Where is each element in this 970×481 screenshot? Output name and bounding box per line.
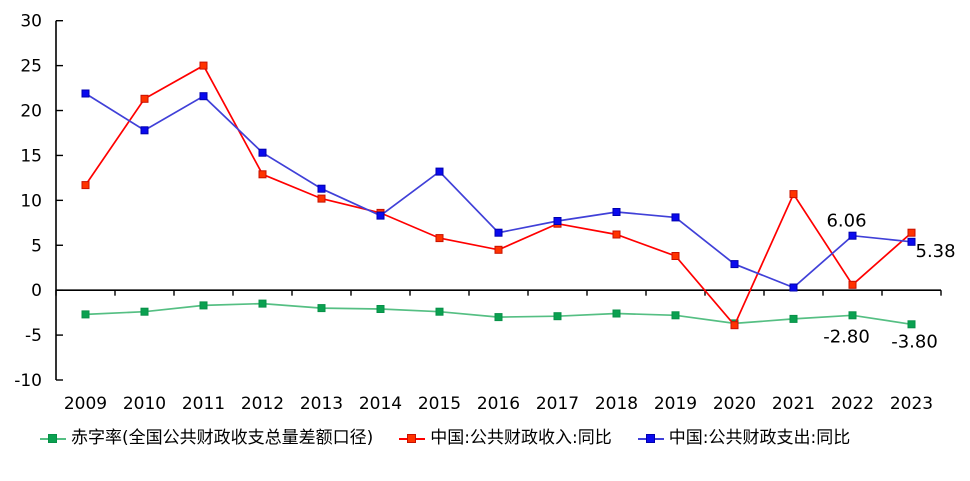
y-axis-tick-label: 25 xyxy=(20,57,42,77)
x-axis-tick-label: 2013 xyxy=(300,394,343,414)
data-point-expenditure-2021 xyxy=(789,283,798,292)
data-point-deficit-2022 xyxy=(848,311,857,320)
y-axis-tick-label: 5 xyxy=(31,236,42,256)
x-axis-tick-label: 2010 xyxy=(123,394,166,414)
data-point-deficit-2017 xyxy=(553,312,562,321)
series-line-revenue xyxy=(84,64,913,327)
data-point-revenue-2019 xyxy=(671,252,680,260)
legend-label-deficit: 赤字率(全国公共财政收支总量差额口径) xyxy=(71,428,374,448)
data-point-expenditure-2016 xyxy=(494,228,503,237)
legend-marker-icon-deficit xyxy=(40,433,66,443)
data-point-expenditure-2015 xyxy=(435,167,444,176)
legend-item-expenditure: 中国:公共财政支出:同比 xyxy=(637,428,851,448)
data-point-deficit-2012 xyxy=(258,299,267,308)
x-axis-tick-label: 2022 xyxy=(831,394,874,414)
data-point-expenditure-2010 xyxy=(140,126,149,135)
data-point-revenue-2018 xyxy=(612,230,621,239)
legend-item-revenue: 中国:公共财政收入:同比 xyxy=(399,428,612,448)
data-point-revenue-2013 xyxy=(317,194,326,203)
legend-label-revenue: 中国:公共财政收入:同比 xyxy=(430,428,612,448)
data-point-expenditure-2020 xyxy=(730,260,739,269)
data-point-revenue-2016 xyxy=(494,245,503,254)
x-axis-tick-label: 2011 xyxy=(182,394,225,414)
y-axis-tick-label: 10 xyxy=(20,191,42,211)
x-axis-tick-label: 2023 xyxy=(890,394,933,414)
data-point-revenue-2009 xyxy=(81,181,90,190)
data-label-expenditure-2022: 6.06 xyxy=(826,211,866,232)
x-axis-tick-label: 2016 xyxy=(477,394,520,414)
data-point-deficit-2011 xyxy=(199,301,208,310)
data-point-deficit-2018 xyxy=(612,309,621,318)
x-axis-tick-label: 2021 xyxy=(772,394,815,414)
data-point-expenditure-2022 xyxy=(848,231,857,240)
x-axis-tick-label: 2009 xyxy=(64,394,107,414)
data-point-revenue-2020 xyxy=(730,321,739,330)
legend-square-swatch xyxy=(645,433,655,443)
data-point-deficit-2019 xyxy=(671,311,680,320)
x-axis-tick-label: 2019 xyxy=(654,394,697,414)
y-axis-tick-label: -5 xyxy=(25,326,42,346)
x-axis-tick-label: 2014 xyxy=(359,394,402,414)
data-point-expenditure-2017 xyxy=(553,217,562,225)
legend-marker-icon-expenditure xyxy=(637,433,664,443)
data-label-expenditure-2023: 5.38 xyxy=(916,241,956,262)
data-point-deficit-2016 xyxy=(494,313,503,322)
chart-legend: 赤字率(全国公共财政收支总量差额口径) 中国:公共财政收入:同比 中国:公共财政支出… xyxy=(40,428,850,448)
data-point-revenue-2021 xyxy=(789,190,798,199)
data-point-deficit-2021 xyxy=(789,314,798,323)
data-point-expenditure-2023 xyxy=(907,237,916,246)
data-point-expenditure-2013 xyxy=(317,184,326,193)
data-point-deficit-2009 xyxy=(81,310,90,319)
data-point-expenditure-2009 xyxy=(81,89,90,98)
legend-item-deficit: 赤字率(全国公共财政收支总量差额口径) xyxy=(40,428,373,448)
y-axis-tick-label: 30 xyxy=(20,12,42,32)
data-point-revenue-2012 xyxy=(258,170,267,179)
data-point-revenue-2022 xyxy=(848,280,857,289)
data-point-revenue-2015 xyxy=(435,234,444,243)
x-axis-tick-label: 2012 xyxy=(241,394,284,414)
data-point-expenditure-2011 xyxy=(199,92,208,101)
data-point-expenditure-2019 xyxy=(671,213,680,222)
y-axis-tick-label: 20 xyxy=(20,102,42,122)
data-point-deficit-2015 xyxy=(435,307,444,316)
y-axis-tick-label: -10 xyxy=(14,371,42,391)
legend-square-swatch xyxy=(48,433,57,443)
legend-square-swatch xyxy=(407,433,417,443)
data-point-deficit-2013 xyxy=(317,304,326,313)
data-point-deficit-2023 xyxy=(907,320,916,329)
data-point-revenue-2011 xyxy=(199,61,208,70)
legend-marker-icon-revenue xyxy=(399,433,426,443)
y-axis-tick-label: 0 xyxy=(31,281,42,301)
series-line-expenditure xyxy=(85,92,912,289)
data-label-deficit-2022: -2.80 xyxy=(823,326,870,347)
x-axis-tick-label: 2017 xyxy=(536,394,579,414)
data-label-deficit-2023: -3.80 xyxy=(891,331,938,352)
data-point-revenue-2010 xyxy=(140,94,149,103)
y-axis-tick-label: 15 xyxy=(20,146,42,166)
x-axis-tick-label: 2020 xyxy=(713,394,756,414)
data-point-deficit-2010 xyxy=(140,307,149,316)
data-point-expenditure-2014 xyxy=(376,211,385,220)
legend-label-expenditure: 中国:公共财政支出:同比 xyxy=(668,428,851,448)
data-point-deficit-2014 xyxy=(376,305,385,313)
x-axis-tick-label: 2018 xyxy=(595,394,638,414)
data-point-revenue-2023 xyxy=(907,228,916,237)
x-axis-tick-label: 2015 xyxy=(418,394,461,414)
data-point-expenditure-2018 xyxy=(612,208,621,216)
data-point-expenditure-2012 xyxy=(258,148,267,157)
